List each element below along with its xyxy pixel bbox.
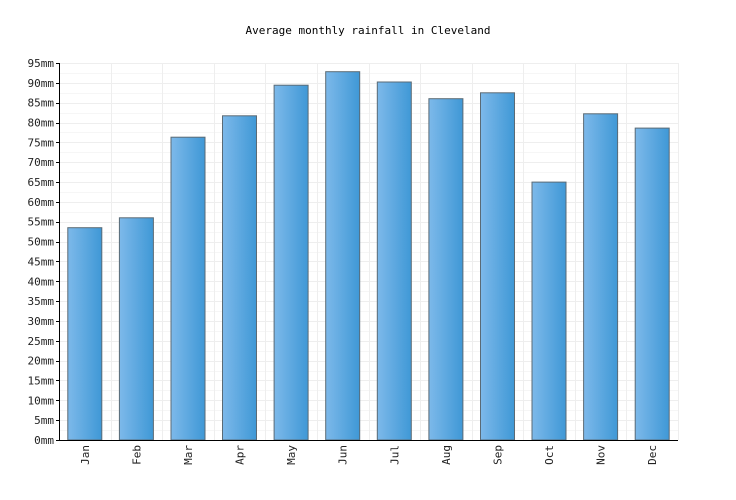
bar-jul — [376, 81, 412, 441]
bar-mar — [170, 136, 206, 441]
bar-jun — [325, 71, 361, 441]
y-tick-label: 15mm — [28, 374, 55, 387]
chart-title: Average monthly rainfall in Cleveland — [245, 24, 491, 37]
y-tick-label: 70mm — [28, 156, 55, 169]
bar-dec — [634, 127, 670, 441]
y-tick-label: 25mm — [28, 335, 55, 348]
x-tick-label: Jun — [337, 445, 350, 465]
x-tick-label: Jul — [388, 445, 401, 465]
x-axis-tick-labels: Jan Feb Mar Apr May Jun Jul Aug Sep Oct Nov Dec — [79, 445, 659, 465]
x-tick-label: Nov — [595, 445, 608, 465]
y-tick-label: 30mm — [28, 315, 55, 328]
y-tick-label: 10mm — [28, 394, 55, 407]
bar-feb — [118, 217, 154, 441]
bar-nov — [583, 113, 619, 441]
x-tick-label: Mar — [182, 445, 195, 465]
axes — [59, 63, 678, 441]
bar-may — [273, 84, 309, 441]
x-tick-label: Sep — [492, 445, 505, 465]
y-tick-label: 55mm — [28, 216, 55, 229]
bar-oct — [531, 181, 567, 441]
y-tick-label: 60mm — [28, 196, 55, 209]
bar-apr — [222, 115, 257, 441]
x-tick-label: May — [285, 445, 298, 465]
y-tick-label: 90mm — [28, 77, 55, 90]
x-tick-label: Dec — [646, 445, 659, 465]
y-tick-label: 50mm — [28, 236, 55, 249]
x-tick-label: Feb — [130, 445, 143, 465]
y-axis-tick-labels: 0mm 5mm 10mm 15mm 20mm 25mm 30mm 35mm 40mm 45mm 50… — [28, 57, 59, 447]
y-tick-label: 5mm — [34, 414, 54, 427]
y-tick-label: 35mm — [28, 295, 55, 308]
x-tick-label: Aug — [440, 445, 453, 465]
y-tick-label: 0mm — [34, 434, 54, 447]
x-tick-label: Oct — [543, 445, 556, 465]
grid-lines — [59, 63, 679, 441]
bar-aug — [428, 98, 464, 441]
y-tick-label: 85mm — [28, 97, 55, 110]
bar-sep — [480, 92, 515, 441]
y-tick-label: 45mm — [28, 255, 55, 268]
y-tick-label: 40mm — [28, 275, 55, 288]
bar-jan — [67, 227, 103, 441]
bars — [67, 71, 670, 441]
y-tick-label: 65mm — [28, 176, 55, 189]
x-tick-label: Jan — [79, 445, 92, 465]
x-tick-label: Apr — [234, 445, 247, 465]
y-tick-label: 95mm — [28, 57, 55, 70]
y-tick-label: 75mm — [28, 136, 55, 149]
y-tick-label: 20mm — [28, 355, 55, 368]
y-tick-label: 80mm — [28, 117, 55, 130]
